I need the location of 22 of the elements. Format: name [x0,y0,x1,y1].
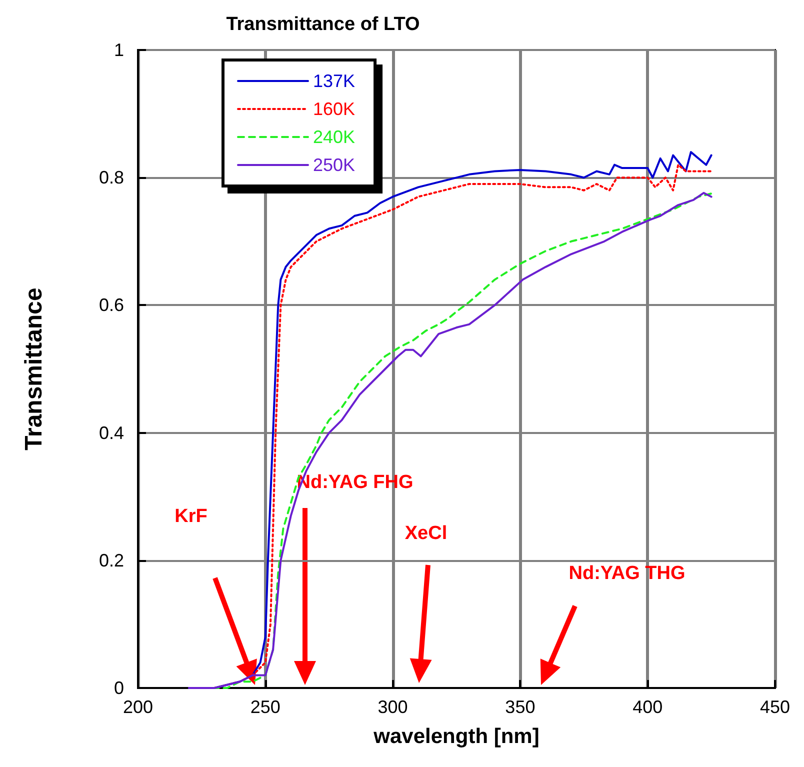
x-tick-label: 450 [760,697,790,717]
y-tick-label: 0 [114,678,124,698]
y-tick-label: 0.2 [98,550,124,570]
x-tick-label: 250 [250,697,280,717]
x-tick-label: 300 [378,697,408,717]
legend-label: 250K [313,155,356,175]
legend-label: 137K [313,71,356,91]
y-tick-label: 0.4 [98,422,124,443]
annotation: KrF [174,506,208,527]
x-tick-label: 400 [632,697,663,717]
y-tick-label: 1 [114,40,124,60]
y-tick-label: 0.6 [98,295,124,316]
x-tick-label: 350 [505,697,536,717]
y-axis-title: Transmittance [20,288,48,450]
annotation: Nd:YAG THG [568,563,686,584]
chart-title: Transmittance of LTO [226,14,420,35]
annotation: XeCl [404,523,448,544]
x-tick-label: 200 [122,697,154,717]
y-tick-label: 0.8 [98,168,124,188]
x-axis-title: wavelength [nm] [372,725,540,748]
legend-label: 160K [313,99,356,119]
legend-label: 240K [313,127,356,147]
